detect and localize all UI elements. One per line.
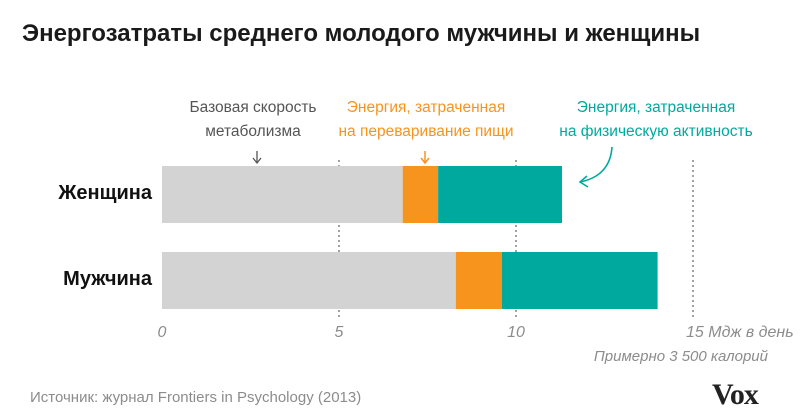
annotation-activity-line2: на физическую активность [559,123,752,140]
bar-segment-0-2 [438,166,563,223]
x-axis-sublabel: Примерно 3 500 калорий [594,348,769,365]
chart-title: Энергозатраты среднего молодого мужчины … [22,20,700,47]
annotation-digestion-line2: на переваривание пищи [339,123,514,140]
source-note: Источник: журнал Frontiers in Psychology… [30,389,361,406]
curved-arrow-icon [578,146,613,188]
category-label-woman: Женщина [57,182,153,204]
annotation-basal-line1: Базовая скорость [189,99,316,116]
vox-logo: Vox [712,378,759,411]
bar-segment-1-2 [501,252,658,309]
x-axis: 0 5 10 15 Мдж в день [158,324,794,341]
category-label-man: Мужчина [63,268,153,290]
bar-segment-0-0 [162,166,403,223]
annotation-activity-line1: Энергия, затраченная [577,99,735,116]
arrow-down-icon [420,151,430,165]
x-tick-label: 5 [335,324,344,341]
annotation-basal-line2: метаболизма [205,123,301,140]
bars [162,166,658,309]
bar-segment-1-1 [455,252,502,309]
x-tick-label: 15 Мдж в день [686,324,794,341]
bar-segment-1-0 [162,252,456,309]
bar-segment-0-1 [402,166,439,223]
annotation-digestion-line1: Энергия, затраченная [347,99,505,116]
x-tick-label: 0 [158,324,167,341]
arrow-down-icon [252,151,262,165]
x-tick-label: 10 [507,324,525,341]
